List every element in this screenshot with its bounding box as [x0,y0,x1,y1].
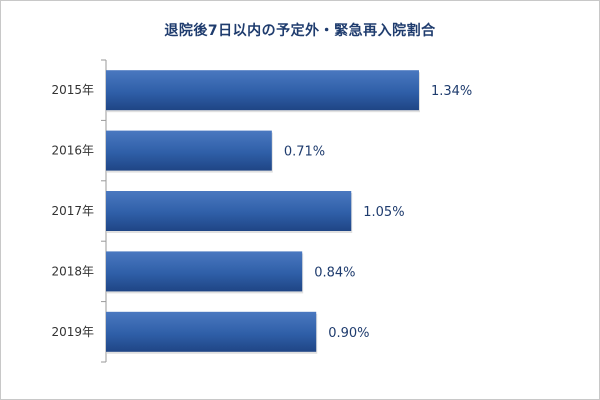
bar [106,251,303,292]
data-label: 0.90% [328,326,369,341]
category-label: 2015年 [51,83,94,97]
bar [106,311,317,352]
data-label: 0.84% [314,265,355,280]
category-label: 2019年 [51,325,94,339]
data-label: 1.34% [431,84,472,99]
category-label: 2016年 [51,144,94,158]
bar [106,130,272,171]
data-label: 0.71% [284,145,325,160]
bar [106,70,419,111]
data-label: 1.05% [363,205,404,220]
category-label: 2018年 [51,264,94,278]
chart-title: 退院後7日以内の予定外・緊急再入院割合 [164,23,436,39]
bar [106,191,352,231]
category-label: 2017年 [51,204,94,218]
